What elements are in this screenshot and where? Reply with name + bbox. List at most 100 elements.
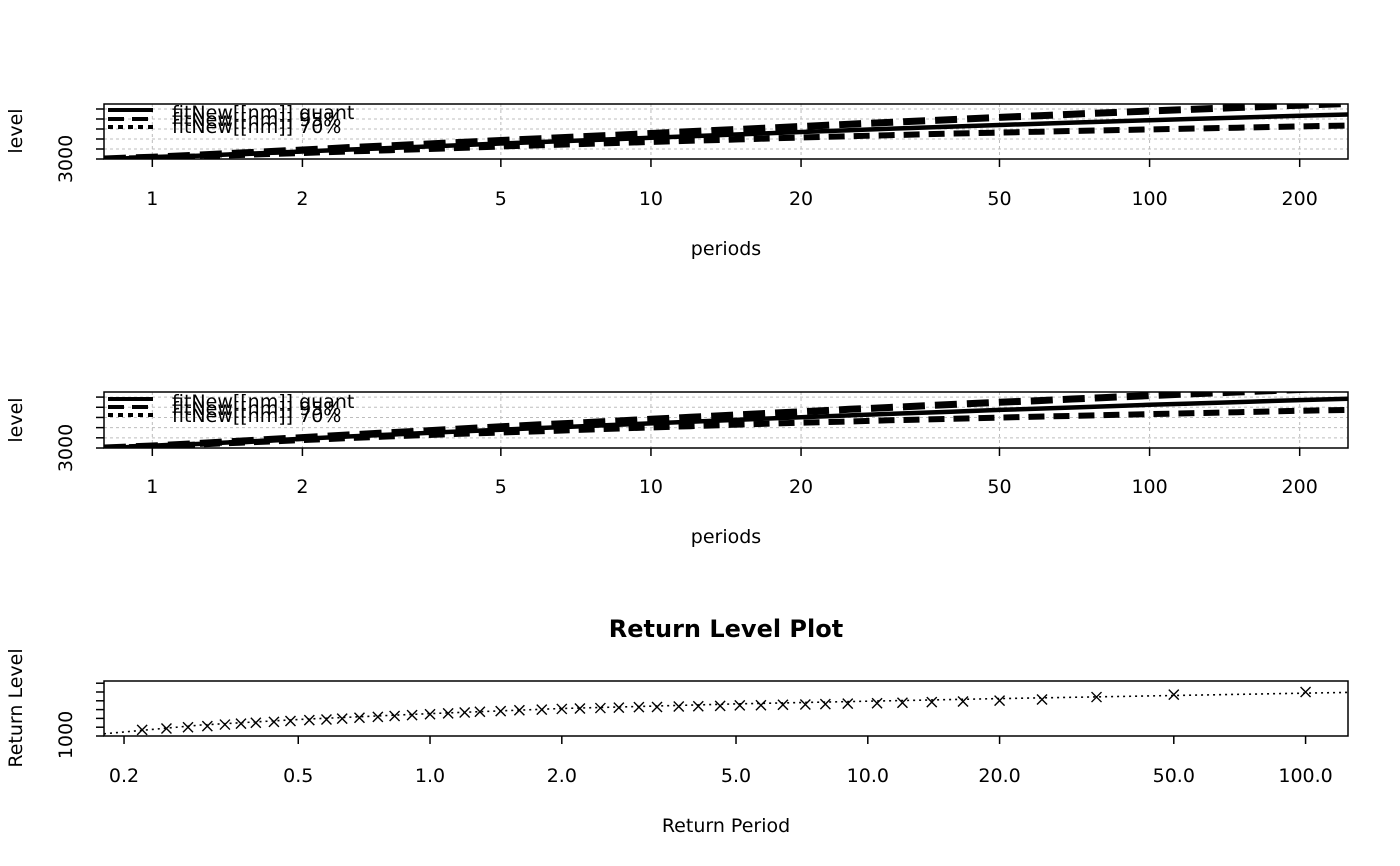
panel-3-x-tick-label: 10.0	[847, 765, 889, 787]
panel-3-point	[871, 697, 883, 709]
panel-1-x-ticks: 1 2 5 10 20 50 100 200	[146, 159, 1318, 210]
panel-3-point	[556, 703, 568, 715]
panel-3-x-ticks: 0.2 0.5 1.0 2.0 5.0 10.0 20.0 50.0 100.0	[109, 736, 1333, 787]
panel-1-x-tick-label: 1	[146, 188, 158, 210]
panel-3-point	[372, 711, 384, 723]
panel-2-x-ticks: 1 2 5 10 20 50 100 200	[146, 448, 1318, 498]
panel-3-point	[424, 708, 436, 720]
panel-2-series-95	[104, 392, 1324, 448]
panel-3-point	[442, 707, 454, 719]
panel-1-legend-label-quant: fitNew[[nm]] quant	[172, 102, 354, 124]
panel-2-legend: fitNew[[nm]] quant fitNew[[nm]] 95% fitN…	[108, 391, 354, 427]
panel-3-y-tick-label: 1000	[55, 711, 77, 759]
panel-2-xlabel: periods	[691, 526, 761, 548]
panel-2-series-quant	[104, 396, 1348, 448]
panel-1-x-tick-label: 5	[495, 188, 507, 210]
panel-1-x-tick-label: 2	[296, 188, 308, 210]
panel-3-point	[1091, 691, 1103, 703]
panel-3-point	[1036, 693, 1048, 705]
panel-3-x-tick-label: 2.0	[547, 765, 577, 787]
panel-1-series-70	[104, 122, 1348, 159]
panel-3-point	[336, 713, 348, 725]
panel-3-x-tick-label: 50.0	[1153, 765, 1195, 787]
panel-1-xlabel: periods	[691, 238, 761, 260]
panel-3-title: Return Level Plot	[609, 615, 843, 643]
panel-3-x-tick-label: 5.0	[721, 765, 751, 787]
panel-1-legend-label-95: fitNew[[nm]] 95%	[172, 109, 341, 131]
panel-3-point	[1168, 689, 1180, 701]
panel-1: 1 2 5 10 20 50 100 200 3000 level periods fitNe…	[5, 102, 1349, 260]
panel-1-series-95	[104, 104, 1348, 159]
panel-3-point	[594, 702, 606, 714]
panel-3-fitted-curve	[104, 691, 1348, 735]
panel-3-point	[268, 716, 280, 728]
panel-1-series	[104, 104, 1348, 159]
panel-3-point	[536, 704, 548, 716]
panel-3-point	[692, 700, 704, 712]
panel-3-y-ticks	[96, 682, 104, 737]
panel-3-x-tick-label: 20.0	[978, 765, 1020, 787]
panel-2-x-tick-label: 1	[146, 476, 158, 498]
panel-2: 1 2 5 10 20 50 100 200 3000 level periods fitNe…	[5, 391, 1349, 548]
panel-3-point	[182, 721, 194, 733]
panel-3-point	[160, 723, 172, 735]
panel-2-y-ticks	[96, 396, 104, 449]
panel-3-point	[320, 714, 332, 725]
panel-3-point	[633, 701, 645, 713]
panel-3-point	[1300, 686, 1312, 698]
panel-2-frame	[103, 391, 1349, 449]
panel-1-x-tick-label: 20	[789, 188, 813, 210]
panel-1-x-tick-label: 50	[987, 188, 1011, 210]
panel-3-point	[303, 714, 315, 726]
panel-3-xlabel: Return Period	[662, 815, 790, 837]
panel-1-x-tick-label: 200	[1282, 188, 1318, 210]
panel-1-x-tick-label: 10	[639, 188, 663, 210]
panel-3-point	[799, 699, 811, 711]
panel-3-point	[994, 695, 1006, 707]
panel-3-x-tick-label: 100.0	[1278, 765, 1332, 787]
panel-1-series-quant	[104, 112, 1348, 159]
panel-3-point	[389, 710, 401, 722]
panel-3-point	[926, 696, 938, 708]
panel-2-x-tick-label: 50	[987, 476, 1011, 498]
panel-3-fitted-line	[104, 691, 1348, 735]
panel-3-x-tick-label: 1.0	[415, 765, 445, 787]
panel-3-point	[613, 702, 625, 714]
panel-2-series	[104, 392, 1348, 448]
panel-1-y-ticks	[96, 108, 104, 160]
panel-3-point	[284, 715, 296, 727]
panel-3-point	[219, 719, 231, 731]
panel-1-frame	[103, 103, 1349, 160]
panel-3-point	[201, 720, 213, 732]
panel-2-x-tick-label: 20	[789, 476, 813, 498]
panel-3-point	[896, 697, 908, 709]
panel-2-x-tick-label: 5	[495, 476, 507, 498]
panel-2-y-tick-label: 3000	[55, 424, 77, 472]
panel-3-ylabel: Return Level	[5, 648, 27, 767]
panel-3-point	[235, 718, 247, 730]
panel-2-x-tick-label: 200	[1282, 476, 1318, 498]
panel-1-ylabel: level	[5, 108, 27, 153]
panel-3-point	[842, 698, 854, 710]
panel-2-legend-label-70: fitNew[[nm]] 70%	[172, 405, 341, 427]
panel-2-series-70	[104, 406, 1348, 448]
panel-3-point	[819, 698, 831, 710]
panel-2-x-tick-label: 10	[639, 476, 663, 498]
panel-2-ylabel: level	[5, 397, 27, 442]
panel-3-point	[406, 709, 418, 721]
panel-3-points	[136, 686, 1312, 736]
panel-3-point	[495, 705, 507, 717]
panel-2-x-tick-label: 100	[1131, 476, 1167, 498]
panel-3-x-tick-label: 0.5	[283, 765, 313, 787]
panel-1-legend: fitNew[[nm]] quant fitNew[[nm]] 95% fitN…	[108, 102, 354, 138]
panel-1-y-tick-label: 3000	[55, 135, 77, 183]
panel-3-point	[136, 724, 148, 736]
panel-3-point	[755, 699, 767, 711]
panel-3-point	[651, 701, 663, 713]
panel-3-point	[353, 712, 365, 724]
panel-3-point	[777, 699, 789, 711]
panel-2-legend-label-quant: fitNew[[nm]] quant	[172, 391, 354, 413]
panel-3-point	[513, 704, 525, 716]
panel-3-point	[250, 717, 262, 729]
